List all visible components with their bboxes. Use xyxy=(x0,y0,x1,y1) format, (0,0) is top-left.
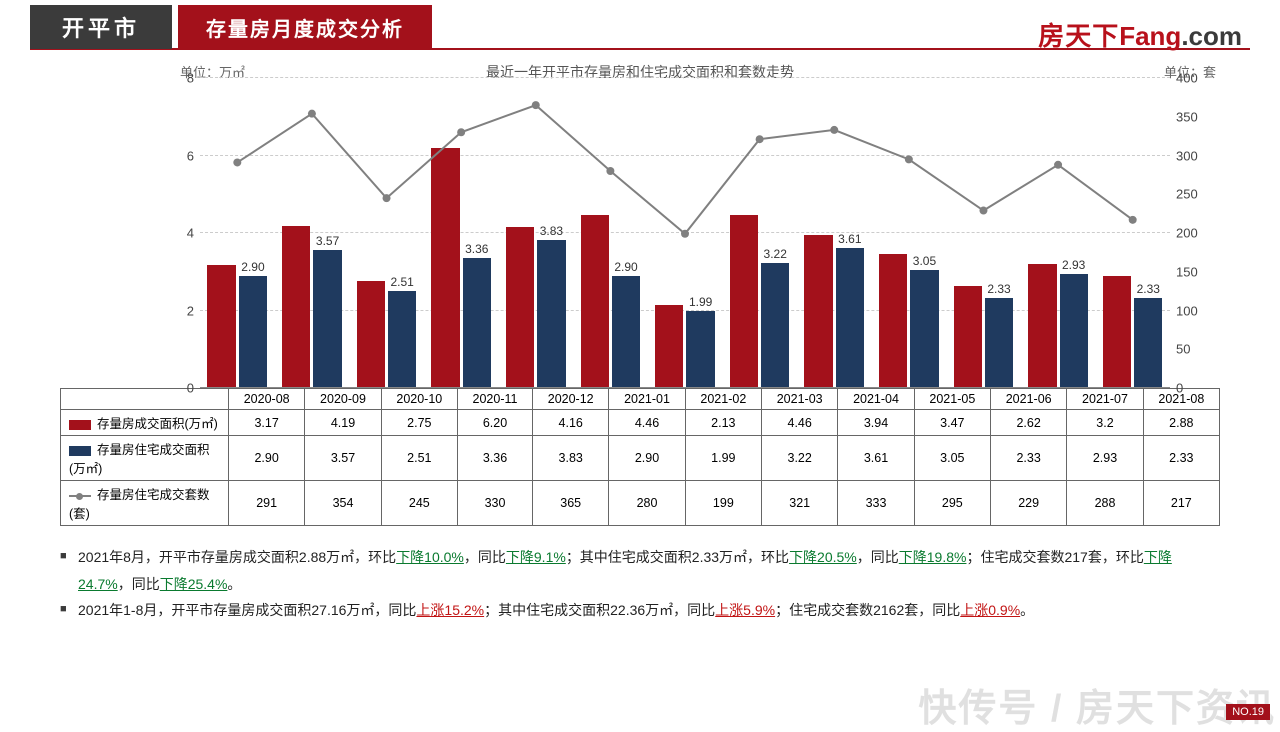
table-cell: 3.47 xyxy=(914,410,990,436)
table-cell: 4.16 xyxy=(533,410,609,436)
brand-logo: 房天下Fang.com xyxy=(1038,16,1242,53)
table-cell: 4.19 xyxy=(305,410,381,436)
table-cell: 3.05 xyxy=(914,436,990,481)
table-cell: 2.33 xyxy=(1143,436,1219,481)
table-cell: 3.83 xyxy=(533,436,609,481)
logo-hanzi: 房天下 xyxy=(1038,21,1119,51)
table-cell: 3.17 xyxy=(229,410,305,436)
table-cell: 3.61 xyxy=(838,436,914,481)
table-cell: 330 xyxy=(457,481,532,526)
table-cell: 217 xyxy=(1143,481,1219,526)
table-cell: 2.51 xyxy=(381,436,457,481)
slide-title: 存量房月度成交分析 xyxy=(178,5,432,50)
table-cell: 333 xyxy=(838,481,914,526)
table-cell: 280 xyxy=(609,481,685,526)
logo-fang: Fang xyxy=(1119,21,1181,51)
watermark: 快传号 / 房天下资讯 xyxy=(918,677,1276,732)
analysis-bullets: 2021年8月，开平市存量房成交面积2.88万㎡，环比下降10.0%，同比下降9… xyxy=(60,544,1220,624)
baseline xyxy=(200,387,1170,388)
line-layer xyxy=(200,78,1170,388)
table-cell: 295 xyxy=(914,481,990,526)
table-row-label: 存量房住宅成交套数(套) xyxy=(61,481,229,526)
table-cell: 3.2 xyxy=(1067,410,1143,436)
table-cell: 4.46 xyxy=(609,410,685,436)
table-header: 2021-02 xyxy=(685,389,761,410)
table-cell: 3.57 xyxy=(305,436,381,481)
table-cell: 3.22 xyxy=(762,436,838,481)
plot: 2.903.572.513.363.832.901.993.223.613.05… xyxy=(200,78,1170,388)
table-cell: 2.75 xyxy=(381,410,457,436)
table-cell: 245 xyxy=(381,481,457,526)
table-cell: 365 xyxy=(533,481,609,526)
table-cell: 2.93 xyxy=(1067,436,1143,481)
table-header: 2021-07 xyxy=(1067,389,1143,410)
table-header: 2020-12 xyxy=(533,389,609,410)
chart-area: 单位：万㎡ 单位：套 最近一年开平市存量房和住宅成交面积和套数走势 2.903.… xyxy=(60,78,1220,388)
table-cell: 2.13 xyxy=(685,410,761,436)
table-cell: 3.36 xyxy=(457,436,532,481)
table-cell: 321 xyxy=(762,481,838,526)
table-header: 2021-06 xyxy=(991,389,1067,410)
bullet: 2021年8月，开平市存量房成交面积2.88万㎡，环比下降10.0%，同比下降9… xyxy=(60,544,1220,597)
table-header: 2020-11 xyxy=(457,389,532,410)
table-cell: 1.99 xyxy=(685,436,761,481)
table-header: 2021-05 xyxy=(914,389,990,410)
city-tag: 开平市 xyxy=(30,5,172,49)
table-header: 2020-10 xyxy=(381,389,457,410)
page-number: NO.19 xyxy=(1226,704,1270,720)
table-cell: 2.88 xyxy=(1143,410,1219,436)
table-cell: 288 xyxy=(1067,481,1143,526)
table-cell: 2.62 xyxy=(991,410,1067,436)
table-cell: 2.90 xyxy=(229,436,305,481)
table-header: 2021-04 xyxy=(838,389,914,410)
logo-com: .com xyxy=(1181,21,1242,51)
table-row-label: 存量房住宅成交面积(万㎡) xyxy=(61,436,229,481)
table-header: 2021-01 xyxy=(609,389,685,410)
table-cell: 2.90 xyxy=(609,436,685,481)
table-cell: 199 xyxy=(685,481,761,526)
table-cell: 291 xyxy=(229,481,305,526)
table-cell: 354 xyxy=(305,481,381,526)
table-cell: 6.20 xyxy=(457,410,532,436)
table-row-label: 存量房成交面积(万㎡) xyxy=(61,410,229,436)
data-table: 2020-082020-092020-102020-112020-122021-… xyxy=(60,388,1220,526)
table-cell: 4.46 xyxy=(762,410,838,436)
bullet: 2021年1-8月，开平市存量房成交面积27.16万㎡，同比上涨15.2%；其中… xyxy=(60,597,1220,624)
table-header: 2020-08 xyxy=(229,389,305,410)
table-header: 2021-03 xyxy=(762,389,838,410)
table-header: 2020-09 xyxy=(305,389,381,410)
table-cell: 2.33 xyxy=(991,436,1067,481)
table-cell: 229 xyxy=(991,481,1067,526)
table-cell: 3.94 xyxy=(838,410,914,436)
